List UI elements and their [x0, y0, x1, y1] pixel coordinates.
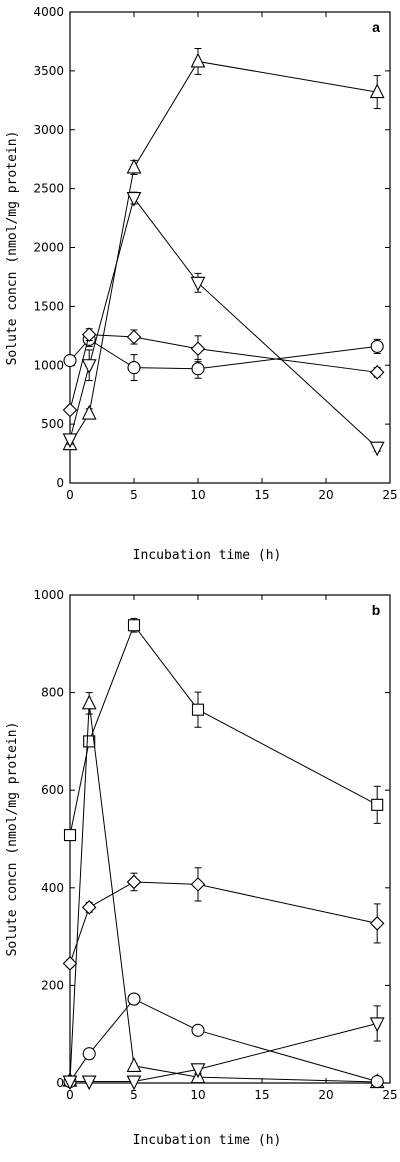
data-point-b-circle-4 — [370, 1074, 384, 1089]
series-a-circle — [63, 331, 384, 382]
y-tick-label-b-1: 200 — [41, 978, 64, 992]
plot-frame-a — [69, 11, 391, 484]
chart-panel-a: 0 5 10 15 20 25 0 500 1000 1500 2000 2500 3000 3500 40… — [5, 5, 398, 563]
series-line-b-triangle-down — [70, 1022, 378, 1083]
data-point-b-diamond-3 — [190, 877, 206, 892]
chart-panel-b: 0 5 10 15 20 25 0 200 400 600 800 1000 Incubation ti… — [5, 588, 398, 1148]
series-b-circle — [63, 992, 384, 1089]
y-axis-label-b: Solute concn (nmol/mg protein) — [5, 722, 20, 957]
data-point-a-diamond-2 — [126, 329, 142, 345]
series-a-triangle-up — [62, 48, 385, 451]
data-point-b-triangle-down-4 — [369, 1017, 385, 1033]
panel-label-a: a — [372, 19, 380, 35]
data-point-a-triangle-down-3 — [190, 276, 206, 292]
y-tick-label-b-5: 1000 — [33, 588, 64, 602]
data-point-b-square-1 — [83, 735, 96, 748]
x-tick-label-b-5: 25 — [382, 1088, 397, 1102]
x-tick-label-a-2: 10 — [190, 488, 205, 502]
data-point-a-circle-3 — [191, 362, 205, 376]
y-tick-label-a-5: 2500 — [33, 182, 64, 196]
x-tick-label-a-3: 15 — [254, 488, 269, 502]
series-b-diamond — [62, 867, 385, 971]
panel-label-b: b — [372, 602, 381, 618]
series-b-square — [63, 617, 384, 842]
x-tick-label-b-4: 20 — [318, 1088, 333, 1102]
data-point-a-circle-4 — [370, 339, 384, 353]
data-point-a-diamond-3 — [190, 341, 206, 357]
data-point-a-triangle-down-4 — [369, 441, 385, 457]
y-tick-label-b-3: 600 — [41, 783, 64, 797]
data-point-a-circle-2 — [127, 361, 141, 375]
data-point-b-triangle-up-1 — [81, 694, 97, 710]
series-line-b-circle — [69, 998, 378, 1083]
data-point-b-square-0 — [63, 829, 77, 842]
data-point-a-triangle-up-2 — [126, 158, 142, 174]
x-tick-label-b-3: 15 — [254, 1088, 269, 1102]
data-point-b-triangle-up-2 — [126, 1057, 142, 1072]
series-a-triangle-down — [62, 191, 385, 457]
series-a-diamond — [62, 327, 385, 418]
data-point-a-triangle-down-0 — [62, 433, 78, 449]
data-point-b-diamond-0 — [62, 956, 78, 971]
series-line-b-square — [69, 624, 378, 836]
data-point-b-triangle-down-0 — [62, 1075, 78, 1091]
data-point-b-circle-1 — [82, 1047, 96, 1061]
data-point-b-triangle-down-1 — [81, 1075, 97, 1091]
series-b-triangle-down — [62, 1005, 385, 1091]
y-tick-label-a-8: 4000 — [33, 5, 64, 19]
y-tick-label-a-7: 3500 — [33, 64, 64, 78]
series-line-a-circle — [69, 338, 378, 370]
y-tick-label-a-6: 3000 — [33, 123, 64, 137]
data-point-b-triangle-down-3 — [190, 1063, 206, 1079]
series-line-a-triangle-down — [69, 196, 378, 449]
x-tick-label-b-1: 5 — [130, 1088, 138, 1102]
data-point-b-diamond-4 — [369, 916, 385, 931]
data-point-b-square-3 — [191, 703, 205, 716]
data-point-a-triangle-down-2 — [126, 191, 142, 207]
data-point-b-diamond-1 — [81, 900, 97, 915]
data-point-a-circle-0 — [63, 353, 77, 368]
y-tick-label-b-2: 400 — [41, 881, 64, 895]
data-point-a-triangle-up-4 — [369, 83, 385, 99]
data-point-b-circle-2 — [127, 992, 141, 1006]
data-point-b-square-2 — [127, 619, 141, 632]
x-tick-label-a-1: 5 — [130, 488, 138, 502]
data-point-a-diamond-4 — [369, 365, 385, 380]
y-tick-label-a-1: 500 — [41, 417, 64, 431]
x-tick-label-b-0: 0 — [66, 1088, 74, 1102]
series-line-a-diamond — [69, 334, 378, 411]
y-tick-label-b-4: 800 — [41, 686, 64, 700]
data-point-b-diamond-2 — [126, 874, 142, 890]
plot-frame-b — [69, 594, 391, 1084]
x-axis-label-a: Incubation time (h) — [133, 548, 282, 563]
y-axis-label-a: Solute concn (nmol/mg protein) — [5, 131, 20, 366]
y-tick-label-a-3: 1500 — [33, 299, 64, 313]
data-point-a-diamond-0 — [62, 402, 78, 418]
x-axis-label-b: Incubation time (h) — [133, 1133, 282, 1148]
y-tick-label-b-0: 0 — [56, 1076, 64, 1090]
data-point-a-triangle-up-3 — [190, 52, 206, 68]
x-tick-label-a-4: 20 — [318, 488, 333, 502]
data-point-b-square-4 — [371, 798, 384, 811]
y-tick-label-a-2: 1000 — [33, 358, 64, 372]
x-tick-label-b-2: 10 — [190, 1088, 205, 1102]
y-tick-label-a-4: 2000 — [33, 241, 64, 255]
y-tick-label-a-0: 0 — [56, 476, 64, 490]
x-tick-label-a-0: 0 — [66, 488, 74, 502]
series-line-b-triangle-up — [69, 703, 378, 1083]
data-point-a-triangle-down-1 — [81, 359, 97, 374]
data-point-b-triangle-down-2 — [126, 1075, 142, 1091]
series-line-a-triangle-up — [69, 60, 378, 445]
data-point-a-triangle-up-1 — [81, 404, 97, 420]
data-point-b-circle-3 — [191, 1023, 205, 1037]
x-tick-label-a-5: 25 — [382, 488, 397, 502]
data-point-a-diamond-1 — [81, 327, 97, 342]
